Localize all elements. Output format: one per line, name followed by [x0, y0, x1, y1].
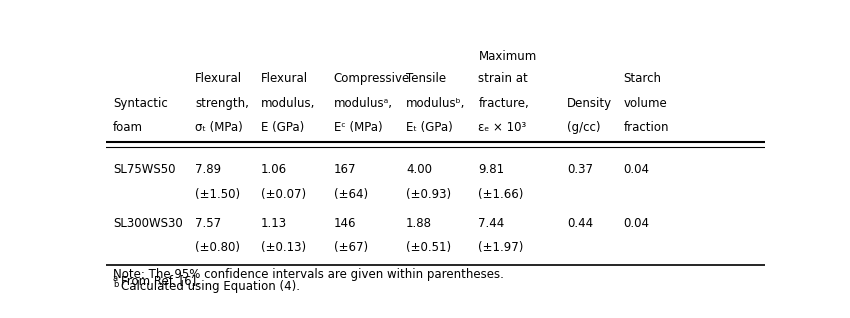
Text: (±1.97): (±1.97) — [479, 241, 524, 254]
Text: 167: 167 — [333, 163, 356, 176]
Text: (±1.50): (±1.50) — [196, 188, 241, 201]
Text: SL300WS30: SL300WS30 — [113, 217, 183, 230]
Text: 1.06: 1.06 — [261, 163, 287, 176]
Text: fracture,: fracture, — [479, 97, 530, 110]
Text: 0.44: 0.44 — [568, 217, 593, 230]
Text: Eᶜ (MPa): Eᶜ (MPa) — [333, 121, 382, 135]
Text: modulus,: modulus, — [261, 97, 315, 110]
Text: Compressive: Compressive — [333, 73, 410, 86]
Text: Eₜ (GPa): Eₜ (GPa) — [406, 121, 453, 135]
Text: a: a — [113, 274, 118, 283]
Text: Calculated using Equation (4).: Calculated using Equation (4). — [122, 280, 300, 293]
Text: 7.44: 7.44 — [479, 217, 505, 230]
Text: (±0.93): (±0.93) — [406, 188, 451, 201]
Text: 0.04: 0.04 — [623, 163, 649, 176]
Text: From Ref. [6].: From Ref. [6]. — [122, 274, 201, 287]
Text: fraction: fraction — [623, 121, 669, 135]
Text: modulusᵃ,: modulusᵃ, — [333, 97, 393, 110]
Text: 0.37: 0.37 — [568, 163, 593, 176]
Text: (±0.80): (±0.80) — [196, 241, 241, 254]
Text: Flexural: Flexural — [261, 73, 309, 86]
Text: strain at: strain at — [479, 73, 528, 86]
Text: 146: 146 — [333, 217, 356, 230]
Text: (±67): (±67) — [333, 241, 368, 254]
Text: 0.04: 0.04 — [623, 217, 649, 230]
Text: SL75WS50: SL75WS50 — [113, 163, 175, 176]
Text: b: b — [113, 280, 118, 289]
Text: Syntactic: Syntactic — [113, 97, 167, 110]
Text: strength,: strength, — [196, 97, 249, 110]
Text: volume: volume — [623, 97, 667, 110]
Text: modulusᵇ,: modulusᵇ, — [406, 97, 465, 110]
Text: 7.89: 7.89 — [196, 163, 221, 176]
Text: E (GPa): E (GPa) — [261, 121, 304, 135]
Text: σₜ (MPa): σₜ (MPa) — [196, 121, 243, 135]
Text: 9.81: 9.81 — [479, 163, 505, 176]
Text: foam: foam — [113, 121, 143, 135]
Text: 1.88: 1.88 — [406, 217, 432, 230]
Text: (±1.66): (±1.66) — [479, 188, 524, 201]
Text: (±64): (±64) — [333, 188, 368, 201]
Text: (±0.13): (±0.13) — [261, 241, 306, 254]
Text: 1.13: 1.13 — [261, 217, 287, 230]
Text: Starch: Starch — [623, 73, 661, 86]
Text: 4.00: 4.00 — [406, 163, 432, 176]
Text: Density: Density — [568, 97, 613, 110]
Text: (±0.51): (±0.51) — [406, 241, 451, 254]
Text: (±0.07): (±0.07) — [261, 188, 306, 201]
Text: εₑ × 10³: εₑ × 10³ — [479, 121, 527, 135]
Text: 7.57: 7.57 — [196, 217, 221, 230]
Text: (g/cc): (g/cc) — [568, 121, 601, 135]
Text: Tensile: Tensile — [406, 73, 446, 86]
Text: Maximum: Maximum — [479, 50, 536, 63]
Text: Note: The 95% confidence intervals are given within parentheses.: Note: The 95% confidence intervals are g… — [113, 267, 504, 280]
Text: Flexural: Flexural — [196, 73, 242, 86]
